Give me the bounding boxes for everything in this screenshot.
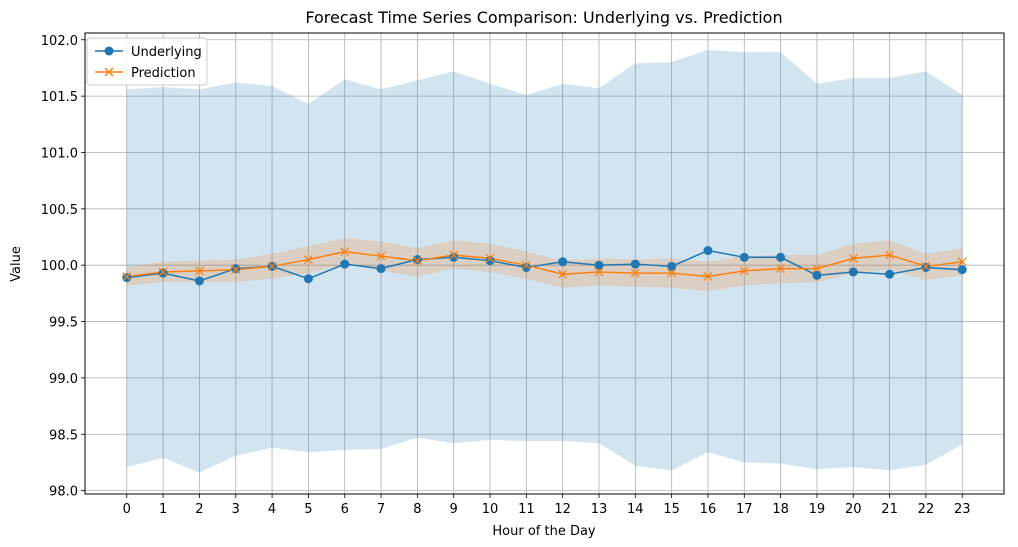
x-tick-label: 22 [918, 502, 935, 517]
x-tick-label: 5 [304, 502, 312, 517]
prediction-point [122, 272, 132, 281]
underlying-confidence-band [126, 49, 963, 473]
x-tick-label: 11 [518, 502, 535, 517]
x-tick-label: 13 [591, 502, 608, 517]
prediction-point [158, 267, 168, 277]
prediction-point [921, 261, 931, 271]
x-axis-label: Hour of the Day [492, 524, 596, 539]
underlying-point [376, 264, 386, 274]
underlying-point [776, 252, 786, 262]
y-axis-label: Value [9, 246, 24, 282]
underlying-point [885, 269, 895, 279]
legend-label-underlying: Underlying [131, 45, 202, 60]
x-tick-label: 15 [663, 502, 680, 517]
legend-marker-prediction [104, 67, 114, 77]
underlying-point [231, 264, 241, 274]
x-tick-label: 20 [845, 502, 862, 517]
prediction-point [449, 250, 459, 260]
y-tick-label: 100.0 [41, 259, 78, 274]
underlying-point [122, 273, 132, 283]
underlying-point [594, 260, 604, 270]
underlying-point [412, 255, 422, 265]
underlying-point [158, 268, 168, 278]
prediction-point [703, 272, 713, 281]
y-tick-label: 100.5 [41, 203, 78, 218]
prediction-point [848, 253, 858, 263]
x-tick-label: 10 [482, 502, 499, 517]
x-tick-label: 3 [232, 502, 240, 517]
underlying-point [957, 265, 967, 275]
y-tick-label: 102.0 [41, 34, 78, 49]
x-tick-label: 19 [809, 502, 826, 517]
prediction-point [521, 260, 531, 270]
underlying-point [848, 267, 858, 277]
y-tick-label: 98.5 [49, 428, 78, 443]
x-tick-label: 9 [450, 502, 458, 517]
underlying-point [812, 270, 822, 280]
prediction-point [412, 256, 422, 266]
prediction-point [957, 257, 967, 267]
x-tick-label: 1 [159, 502, 167, 517]
prediction-point [812, 264, 822, 274]
y-tick-label: 98.0 [49, 485, 78, 500]
prediction-point [594, 267, 604, 277]
x-tick-label: 12 [554, 502, 571, 517]
y-tick-label: 99.0 [49, 372, 78, 387]
prediction-point [340, 247, 350, 257]
prediction-point [376, 251, 386, 261]
underlying-point [485, 256, 495, 266]
underlying-point [558, 257, 568, 267]
x-tick-label: 8 [413, 502, 421, 517]
legend-label-prediction: Prediction [131, 66, 196, 81]
plot-frame [84, 32, 1005, 495]
x-tick-label: 6 [341, 502, 349, 517]
underlying-point [630, 259, 640, 269]
prediction-point [485, 253, 495, 263]
y-tick-label: 99.5 [49, 316, 78, 331]
prediction-series-line [126, 250, 963, 278]
chart-title: Forecast Time Series Comparison: Underly… [305, 8, 782, 27]
prediction-point [231, 265, 241, 275]
prediction-point [739, 266, 749, 276]
underlying-point [739, 252, 749, 262]
x-tick-label: 16 [700, 502, 717, 517]
prediction-point [303, 255, 313, 265]
underlying-point [449, 252, 459, 262]
legend: Underlying Prediction [86, 37, 208, 86]
prediction-point [267, 261, 277, 271]
x-tick-label: 7 [377, 502, 385, 517]
underlying-point [521, 262, 531, 272]
prediction-point [885, 250, 895, 260]
y-tick-label: 101.0 [41, 146, 78, 161]
underlying-point [667, 261, 677, 271]
x-axis: 0 1 2 3 4 5 6 7 8 9 10 11 12 13 14 15 16 17 18 19 20 21 22 23 [123, 494, 971, 517]
prediction-point [776, 264, 786, 274]
legend-marker-underlying [104, 46, 114, 56]
x-tick-label: 23 [954, 502, 971, 517]
x-tick-label: 17 [736, 502, 753, 517]
y-tick-label: 101.5 [41, 90, 78, 105]
x-tick-label: 0 [123, 502, 131, 517]
underlying-point [921, 262, 931, 272]
legend-box [86, 37, 208, 86]
x-tick-label: 4 [268, 502, 276, 517]
x-tick-label: 18 [772, 502, 789, 517]
underlying-point [703, 246, 713, 256]
prediction-point [630, 268, 640, 278]
prediction-point [667, 268, 677, 278]
underlying-point [303, 274, 313, 284]
prediction-point [558, 269, 568, 279]
underlying-point [194, 276, 204, 286]
prediction-point [194, 266, 204, 276]
underlying-point [340, 259, 350, 269]
x-tick-label: 2 [195, 502, 203, 517]
x-tick-label: 14 [627, 502, 644, 517]
y-axis: 98.0 98.5 99.0 99.5 100.0 100.5 101.0 101.5 102.… [41, 34, 85, 500]
x-tick-label: 21 [881, 502, 898, 517]
